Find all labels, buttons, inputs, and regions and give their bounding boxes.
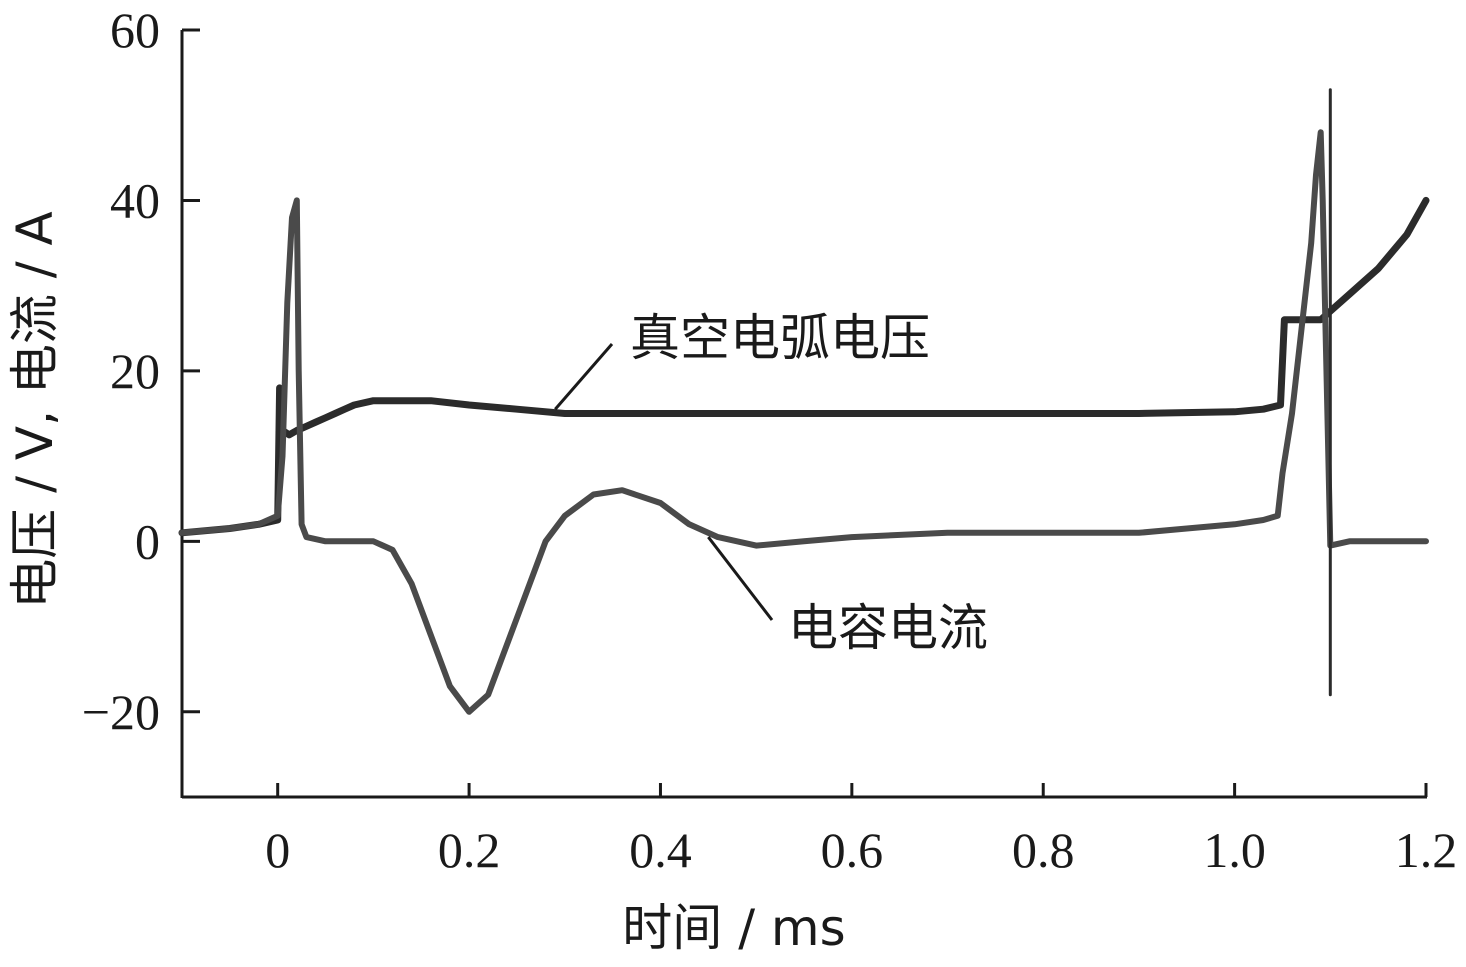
y-tick-label: 60 (110, 2, 160, 58)
x-tick-label: 0.4 (629, 822, 692, 878)
annotation-leader-line (554, 343, 614, 411)
y-ticks: −20 0 20 40 60 (82, 2, 200, 740)
series-layer (178, 88, 1430, 715)
x-tick-label: 1.2 (1395, 822, 1458, 878)
annotation-label: 电容电流 (788, 599, 988, 657)
axes (180, 30, 1427, 799)
y-tick-label: 20 (110, 343, 160, 399)
y-tick-label: 40 (110, 172, 160, 228)
x-tick-label: 0.8 (1012, 822, 1075, 878)
x-tick-label: 0.2 (438, 822, 501, 878)
y-tick-label: −20 (82, 684, 160, 740)
x-ticks: 0 0.2 0.4 0.6 0.8 1.0 1.2 (265, 783, 1457, 878)
y-axis-title: 电压 / V, 电流 / A (6, 211, 64, 608)
y-tick-label: 0 (135, 513, 160, 569)
x-tick-label: 0.6 (821, 822, 884, 878)
x-axis-title: 时间 / ms (622, 899, 845, 957)
series-voltage (178, 196, 1430, 537)
series-current (179, 129, 1429, 715)
annotation-leader-line (707, 536, 774, 621)
x-tick-label: 0 (265, 822, 290, 878)
annotation-label: 真空电弧电压 (630, 309, 930, 367)
x-tick-label: 1.0 (1203, 822, 1266, 878)
